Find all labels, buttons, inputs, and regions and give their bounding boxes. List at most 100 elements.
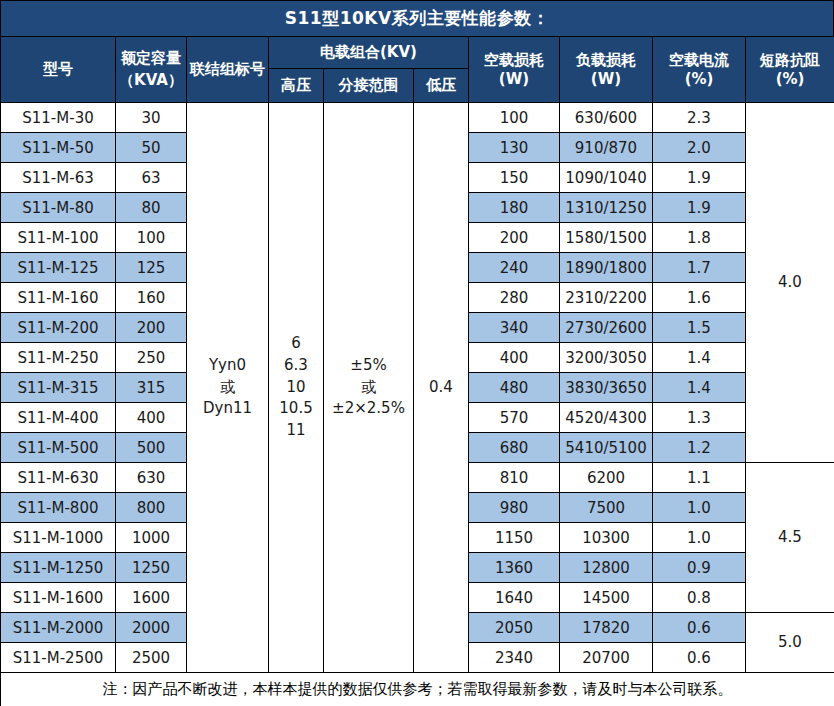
model-cell: S11-M-400 (1, 403, 116, 433)
no-load-loss-cell: 2340 (469, 643, 560, 673)
impedance-merged-cell: 4.5 (746, 463, 834, 613)
load-loss-cell: 4520/4300 (560, 403, 653, 433)
model-cell: S11-M-250 (1, 343, 116, 373)
load-loss-cell: 1580/1500 (560, 223, 653, 253)
impedance-merged-cell: 4.0 (746, 103, 834, 463)
model-cell: S11-M-100 (1, 223, 116, 253)
no-load-loss-cell: 240 (469, 253, 560, 283)
capacity-cell: 630 (116, 463, 187, 493)
load-loss-cell: 3200/3050 (560, 343, 653, 373)
no-load-current-cell: 1.2 (653, 433, 746, 463)
capacity-cell: 160 (116, 283, 187, 313)
model-cell: S11-M-2000 (1, 613, 116, 643)
lv-merged-cell: 0.4 (414, 103, 469, 673)
capacity-cell: 125 (116, 253, 187, 283)
load-loss-cell: 2310/2200 (560, 283, 653, 313)
load-loss-cell: 5410/5100 (560, 433, 653, 463)
no-load-current-cell: 1.0 (653, 523, 746, 553)
model-cell: S11-M-800 (1, 493, 116, 523)
col-header-impedance: 短路抗阻(%) (746, 37, 834, 103)
table-header: 型号 额定容量 （KVA） 联结组标号 电载组合(KV) 空载损耗(W) 负载损… (1, 37, 834, 103)
no-load-current-cell: 1.4 (653, 343, 746, 373)
load-loss-cell: 910/870 (560, 133, 653, 163)
model-cell: S11-M-1250 (1, 553, 116, 583)
no-load-loss-cell: 280 (469, 283, 560, 313)
no-load-loss-cell: 480 (469, 373, 560, 403)
model-cell: S11-M-160 (1, 283, 116, 313)
impedance-merged-cell: 5.0 (746, 613, 834, 673)
capacity-cell: 200 (116, 313, 187, 343)
col-header-no-load-current: 空载电流(%) (653, 37, 746, 103)
load-loss-cell: 20700 (560, 643, 653, 673)
no-load-current-cell: 1.3 (653, 403, 746, 433)
load-loss-cell: 12800 (560, 553, 653, 583)
model-cell: S11-M-125 (1, 253, 116, 283)
col-header-capacity: 额定容量 （KVA） (116, 37, 187, 103)
note-row: 注：因产品不断改进，本样本提供的数据仅供参考；若需取得最新参数，请及时与本公司联… (1, 673, 834, 706)
col-header-voltage-group: 电载组合(KV) (269, 37, 469, 69)
capacity-cell: 400 (116, 403, 187, 433)
no-load-loss-cell: 340 (469, 313, 560, 343)
col-header-load-loss: 负载损耗(W) (560, 37, 653, 103)
no-load-current-cell: 1.4 (653, 373, 746, 403)
spec-table: 型号 额定容量 （KVA） 联结组标号 电载组合(KV) 空载损耗(W) 负载损… (0, 36, 834, 706)
load-loss-cell: 2730/2600 (560, 313, 653, 343)
no-load-loss-cell: 570 (469, 403, 560, 433)
load-loss-cell: 1310/1250 (560, 193, 653, 223)
no-load-current-cell: 1.8 (653, 223, 746, 253)
no-load-loss-cell: 1150 (469, 523, 560, 553)
no-load-current-cell: 2.0 (653, 133, 746, 163)
model-cell: S11-M-500 (1, 433, 116, 463)
capacity-cell: 50 (116, 133, 187, 163)
load-loss-cell: 1090/1040 (560, 163, 653, 193)
load-loss-cell: 6200 (560, 463, 653, 493)
capacity-cell: 800 (116, 493, 187, 523)
no-load-current-cell: 1.1 (653, 463, 746, 493)
col-header-hv: 高压 (269, 69, 324, 103)
no-load-loss-cell: 810 (469, 463, 560, 493)
no-load-loss-cell: 1640 (469, 583, 560, 613)
capacity-cell: 1000 (116, 523, 187, 553)
load-loss-cell: 17820 (560, 613, 653, 643)
col-header-no-load-loss: 空载损耗(W) (469, 37, 560, 103)
model-cell: S11-M-30 (1, 103, 116, 133)
col-header-lv: 低压 (414, 69, 469, 103)
capacity-cell: 2500 (116, 643, 187, 673)
capacity-cell: 315 (116, 373, 187, 403)
capacity-cell: 63 (116, 163, 187, 193)
spec-sheet-page: S11型10KV系列主要性能参数： 型号 额定容量 （KVA） 联结组标号 电载… (0, 0, 834, 706)
no-load-current-cell: 1.6 (653, 283, 746, 313)
load-loss-cell: 10300 (560, 523, 653, 553)
no-load-loss-cell: 200 (469, 223, 560, 253)
no-load-current-cell: 1.7 (653, 253, 746, 283)
capacity-cell: 250 (116, 343, 187, 373)
no-load-loss-cell: 130 (469, 133, 560, 163)
no-load-loss-cell: 680 (469, 433, 560, 463)
connection-merged-cell: Yyn0 或 Dyn11 (187, 103, 269, 673)
no-load-loss-cell: 150 (469, 163, 560, 193)
no-load-current-cell: 0.6 (653, 643, 746, 673)
no-load-current-cell: 1.0 (653, 493, 746, 523)
table-body: S11-M-3030Yyn0 或 Dyn116 6.3 10 10.5 11±5… (1, 103, 834, 673)
load-loss-cell: 1890/1800 (560, 253, 653, 283)
no-load-current-cell: 1.9 (653, 163, 746, 193)
no-load-loss-cell: 180 (469, 193, 560, 223)
col-header-model: 型号 (1, 37, 116, 103)
capacity-cell: 30 (116, 103, 187, 133)
no-load-current-cell: 0.8 (653, 583, 746, 613)
model-cell: S11-M-1000 (1, 523, 116, 553)
col-header-connection: 联结组标号 (187, 37, 269, 103)
capacity-cell: 500 (116, 433, 187, 463)
no-load-current-cell: 1.5 (653, 313, 746, 343)
no-load-current-cell: 0.6 (653, 613, 746, 643)
model-cell: S11-M-630 (1, 463, 116, 493)
tap-range-merged-cell: ±5% 或 ±2×2.5% (324, 103, 414, 673)
hv-merged-cell: 6 6.3 10 10.5 11 (269, 103, 324, 673)
load-loss-cell: 7500 (560, 493, 653, 523)
load-loss-cell: 630/600 (560, 103, 653, 133)
table-note: 注：因产品不断改进，本样本提供的数据仅供参考；若需取得最新参数，请及时与本公司联… (1, 673, 834, 706)
capacity-cell: 80 (116, 193, 187, 223)
no-load-current-cell: 2.3 (653, 103, 746, 133)
no-load-loss-cell: 2050 (469, 613, 560, 643)
model-cell: S11-M-63 (1, 163, 116, 193)
